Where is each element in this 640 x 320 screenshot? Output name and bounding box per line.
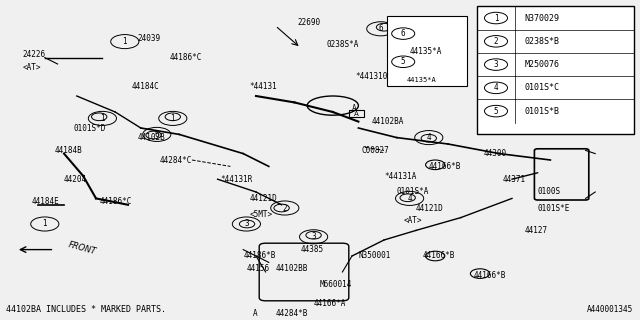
- Text: 1: 1: [122, 37, 127, 46]
- Text: 44284*C: 44284*C: [160, 156, 193, 164]
- Text: N350001: N350001: [358, 252, 391, 260]
- Text: <AT>: <AT>: [403, 216, 422, 225]
- Text: 44102BA: 44102BA: [371, 117, 404, 126]
- Text: 44385: 44385: [301, 245, 324, 254]
- Text: 0101S*A: 0101S*A: [397, 188, 429, 196]
- Text: 4: 4: [493, 83, 499, 92]
- Text: 4: 4: [426, 133, 431, 142]
- Text: 44184E: 44184E: [32, 197, 60, 206]
- Text: A: A: [253, 309, 257, 318]
- Text: *44131A: *44131A: [384, 172, 417, 180]
- Text: 44184B: 44184B: [54, 146, 82, 155]
- Text: A440001345: A440001345: [588, 305, 634, 314]
- Text: *44131R: *44131R: [221, 175, 253, 184]
- Text: 6: 6: [378, 24, 383, 33]
- Text: <5MT>: <5MT>: [250, 210, 273, 219]
- Text: 44135*A: 44135*A: [410, 47, 442, 56]
- Text: 1: 1: [493, 13, 499, 22]
- Text: 44186*C: 44186*C: [99, 197, 132, 206]
- Text: 3: 3: [244, 220, 249, 228]
- Text: 6: 6: [154, 130, 159, 139]
- Text: C00827: C00827: [362, 146, 389, 155]
- Text: 0238S*B: 0238S*B: [525, 37, 560, 46]
- Text: 5: 5: [493, 107, 499, 116]
- FancyBboxPatch shape: [387, 16, 467, 86]
- Text: 24039: 24039: [138, 34, 161, 43]
- Text: 44371: 44371: [502, 175, 525, 184]
- Text: <AT>: <AT>: [22, 63, 41, 72]
- Text: 0101S*B: 0101S*B: [525, 107, 560, 116]
- Text: *44131: *44131: [250, 82, 277, 91]
- Text: *441310: *441310: [355, 72, 388, 81]
- Text: 2: 2: [282, 204, 287, 212]
- Text: 44186*C: 44186*C: [170, 53, 202, 62]
- Text: 44102BA INCLUDES * MARKED PARTS.: 44102BA INCLUDES * MARKED PARTS.: [6, 305, 166, 314]
- Text: FRONT: FRONT: [67, 240, 97, 256]
- Text: 5: 5: [401, 57, 406, 66]
- Text: 44102BB: 44102BB: [275, 264, 308, 273]
- Text: 0100S: 0100S: [538, 188, 561, 196]
- Text: 44102B: 44102B: [138, 133, 165, 142]
- Text: 0101S*D: 0101S*D: [74, 124, 106, 132]
- Text: A: A: [352, 104, 356, 113]
- Text: 1: 1: [100, 114, 105, 123]
- Text: 44166*B: 44166*B: [422, 252, 455, 260]
- Text: 3: 3: [493, 60, 499, 69]
- Text: M660014: M660014: [320, 280, 353, 289]
- Text: 24226: 24226: [22, 50, 45, 59]
- Text: 44121D: 44121D: [250, 194, 277, 203]
- Text: 44127: 44127: [525, 226, 548, 235]
- Text: 44121D: 44121D: [416, 204, 444, 212]
- Text: 44166*B: 44166*B: [429, 162, 461, 171]
- Text: 44156: 44156: [246, 264, 269, 273]
- Text: 44135*A: 44135*A: [406, 77, 436, 83]
- Text: 44186*B: 44186*B: [243, 252, 276, 260]
- Text: 1: 1: [170, 114, 175, 123]
- Text: 6: 6: [401, 29, 406, 38]
- Text: A: A: [354, 111, 359, 117]
- Text: 1: 1: [42, 220, 47, 228]
- Text: 2: 2: [493, 37, 499, 46]
- Text: 4: 4: [407, 194, 412, 203]
- FancyBboxPatch shape: [477, 6, 634, 134]
- Text: 44166*B: 44166*B: [474, 271, 506, 280]
- Text: 44166*A: 44166*A: [314, 300, 346, 308]
- Text: 44284*B: 44284*B: [275, 309, 308, 318]
- Text: 0101S*E: 0101S*E: [538, 204, 570, 212]
- Text: 0238S*A: 0238S*A: [326, 40, 359, 49]
- Text: 22690: 22690: [298, 18, 321, 27]
- Text: 44184C: 44184C: [131, 82, 159, 91]
- Text: 44204: 44204: [64, 175, 87, 184]
- Text: 44300: 44300: [483, 149, 506, 158]
- Text: 3: 3: [311, 232, 316, 241]
- Text: N370029: N370029: [525, 13, 560, 22]
- Text: M250076: M250076: [525, 60, 560, 69]
- Text: 0101S*C: 0101S*C: [525, 83, 560, 92]
